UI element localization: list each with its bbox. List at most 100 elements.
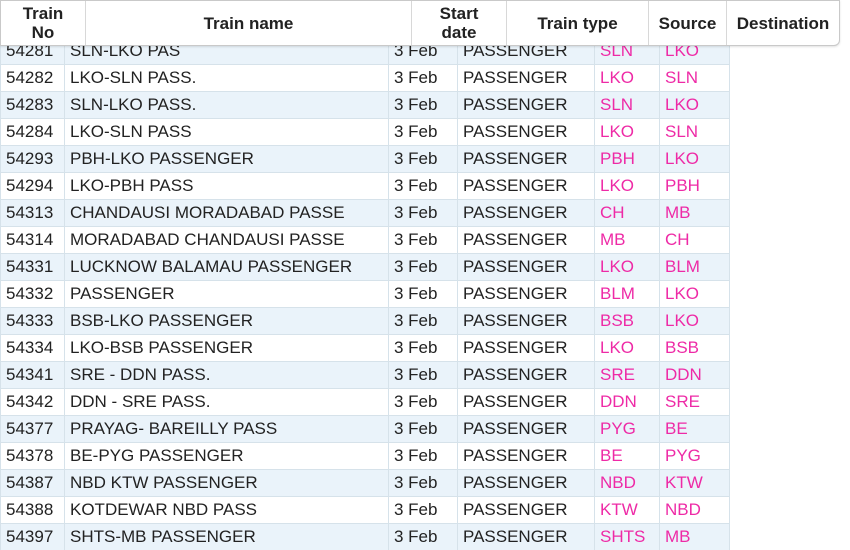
train-name-cell: LUCKNOW BALAMAU PASSENGER: [64, 253, 389, 281]
train-type-cell: PASSENGER: [457, 415, 595, 443]
table-row[interactable]: 54333 BSB-LKO PASSENGER 3 Feb PASSENGER BSB L…: [0, 307, 730, 335]
train-no-cell: 54342: [0, 388, 65, 416]
train-no-cell: 54294: [0, 172, 65, 200]
train-name-cell: KOTDEWAR NBD PASS: [64, 496, 389, 524]
table-row[interactable]: 54314 MORADABAD CHANDAUSI PASSE 3 Feb PASSE…: [0, 226, 730, 254]
start-date-cell: 3 Feb: [388, 334, 458, 362]
destination-cell: BLM: [659, 253, 730, 281]
source-cell: BE: [594, 442, 660, 470]
start-date-cell: 3 Feb: [388, 307, 458, 335]
train-name-cell: PRAYAG- BAREILLY PASS: [64, 415, 389, 443]
train-type-cell: PASSENGER: [457, 64, 595, 92]
table-row[interactable]: 54293 PBH-LKO PASSENGER 3 Feb PASSENGER PBH L…: [0, 145, 730, 173]
train-type-cell: PASSENGER: [457, 226, 595, 254]
train-no-cell: 54341: [0, 361, 65, 389]
train-name-cell: SLN-LKO PASS.: [64, 91, 389, 119]
train-type-cell: PASSENGER: [457, 172, 595, 200]
train-name-cell: SHTS-MB PASSENGER: [64, 523, 389, 550]
source-cell: LKO: [594, 118, 660, 146]
table-row[interactable]: 54294 LKO-PBH PASS 3 Feb PASSENGER LKO PBH: [0, 172, 730, 200]
col-header-train-type-label: Train type: [537, 13, 618, 33]
table-row[interactable]: 54341 SRE - DDN PASS. 3 Feb PASSENGER SRE DDN: [0, 361, 730, 389]
source-cell: LKO: [594, 64, 660, 92]
train-no-cell: 54282: [0, 64, 65, 92]
col-header-destination[interactable]: Destination: [727, 1, 839, 45]
table-row[interactable]: 54332 PASSENGER 3 Feb PASSENGER BLM LKO: [0, 280, 730, 308]
table-row[interactable]: 54377 PRAYAG- BAREILLY PASS 3 Feb PASSENGER…: [0, 415, 730, 443]
destination-cell: SRE: [659, 388, 730, 416]
start-date-cell: 3 Feb: [388, 442, 458, 470]
source-cell: SLN: [594, 91, 660, 119]
train-name-cell: NBD KTW PASSENGER: [64, 469, 389, 497]
train-name-cell: BE-PYG PASSENGER: [64, 442, 389, 470]
start-date-cell: 3 Feb: [388, 523, 458, 550]
start-date-cell: 3 Feb: [388, 361, 458, 389]
col-header-train-name-label: Train name: [203, 13, 294, 33]
train-no-cell: 54284: [0, 118, 65, 146]
train-name-cell: LKO-BSB PASSENGER: [64, 334, 389, 362]
destination-cell: BSB: [659, 334, 730, 362]
train-no-cell: 54283: [0, 91, 65, 119]
train-no-cell: 54334: [0, 334, 65, 362]
train-name-cell: LKO-PBH PASS: [64, 172, 389, 200]
col-header-start-date[interactable]: Start date: [412, 1, 507, 45]
col-header-destination-label: Destination: [736, 13, 830, 33]
table-row[interactable]: 54282 LKO-SLN PASS. 3 Feb PASSENGER LKO SLN: [0, 64, 730, 92]
source-cell: MB: [594, 226, 660, 254]
train-name-cell: SRE - DDN PASS.: [64, 361, 389, 389]
col-header-source[interactable]: Source: [649, 1, 727, 45]
train-name-cell: DDN - SRE PASS.: [64, 388, 389, 416]
table-row[interactable]: 54283 SLN-LKO PASS. 3 Feb PASSENGER SLN LKO: [0, 91, 730, 119]
source-cell: LKO: [594, 253, 660, 281]
col-header-train-name[interactable]: Train name: [86, 1, 412, 45]
destination-cell: SLN: [659, 64, 730, 92]
train-name-cell: LKO-SLN PASS.: [64, 64, 389, 92]
table-row[interactable]: 54387 NBD KTW PASSENGER 3 Feb PASSENGER NBD K…: [0, 469, 730, 497]
table-row[interactable]: 54378 BE-PYG PASSENGER 3 Feb PASSENGER BE PYG: [0, 442, 730, 470]
source-cell: KTW: [594, 496, 660, 524]
train-type-cell: PASSENGER: [457, 442, 595, 470]
train-name-cell: MORADABAD CHANDAUSI PASSE: [64, 226, 389, 254]
col-header-train-type[interactable]: Train type: [507, 1, 649, 45]
train-type-cell: PASSENGER: [457, 280, 595, 308]
destination-cell: MB: [659, 523, 730, 550]
table-row[interactable]: 54388 KOTDEWAR NBD PASS 3 Feb PASSENGER KTW N…: [0, 496, 730, 524]
destination-cell: LKO: [659, 307, 730, 335]
source-cell: DDN: [594, 388, 660, 416]
destination-cell: LKO: [659, 91, 730, 119]
destination-cell: LKO: [659, 280, 730, 308]
destination-cell: NBD: [659, 496, 730, 524]
table-row[interactable]: 54313 CHANDAUSI MORADABAD PASSE 3 Feb PASSE…: [0, 199, 730, 227]
col-header-source-label: Source: [658, 13, 717, 33]
destination-cell: PBH: [659, 172, 730, 200]
train-name-cell: PASSENGER: [64, 280, 389, 308]
train-type-cell: PASSENGER: [457, 253, 595, 281]
train-name-cell: PBH-LKO PASSENGER: [64, 145, 389, 173]
train-rows: 54281 SLN-LKO PAS 3 Feb PASSENGER SLN LKO 5428…: [0, 37, 730, 550]
train-type-cell: PASSENGER: [457, 496, 595, 524]
table-row[interactable]: 54331 LUCKNOW BALAMAU PASSENGER 3 Feb PASSE…: [0, 253, 730, 281]
train-no-cell: 54397: [0, 523, 65, 550]
start-date-cell: 3 Feb: [388, 226, 458, 254]
col-header-train-no[interactable]: Train No: [1, 1, 86, 45]
table-row[interactable]: 54397 SHTS-MB PASSENGER 3 Feb PASSENGER SHTS…: [0, 523, 730, 550]
train-type-cell: PASSENGER: [457, 388, 595, 416]
train-no-cell: 54332: [0, 280, 65, 308]
start-date-cell: 3 Feb: [388, 496, 458, 524]
train-type-cell: PASSENGER: [457, 334, 595, 362]
start-date-cell: 3 Feb: [388, 172, 458, 200]
train-no-cell: 54331: [0, 253, 65, 281]
destination-cell: CH: [659, 226, 730, 254]
train-type-cell: PASSENGER: [457, 199, 595, 227]
train-no-cell: 54388: [0, 496, 65, 524]
table-row[interactable]: 54284 LKO-SLN PASS 3 Feb PASSENGER LKO SLN: [0, 118, 730, 146]
source-cell: LKO: [594, 334, 660, 362]
train-name-cell: LKO-SLN PASS: [64, 118, 389, 146]
table-row[interactable]: 54334 LKO-BSB PASSENGER 3 Feb PASSENGER LKO B…: [0, 334, 730, 362]
train-name-cell: BSB-LKO PASSENGER: [64, 307, 389, 335]
source-cell: SRE: [594, 361, 660, 389]
table-row[interactable]: 54342 DDN - SRE PASS. 3 Feb PASSENGER DDN SRE: [0, 388, 730, 416]
train-rows-body: 54281 SLN-LKO PAS 3 Feb PASSENGER SLN LKO 5428…: [0, 37, 730, 550]
table-header: Train No Train name Start date Train typ…: [0, 0, 840, 46]
destination-cell: BE: [659, 415, 730, 443]
